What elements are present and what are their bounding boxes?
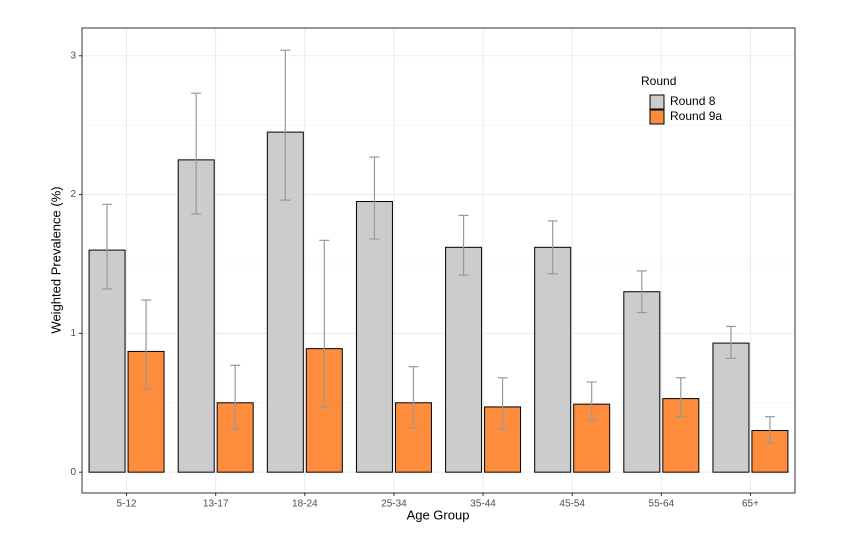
x-tick-label: 45-54 [559,499,585,510]
x-axis-label: Age Group [407,507,470,522]
legend-key [649,94,665,110]
legend-title: Round [641,74,676,88]
bar [355,201,393,473]
legend-key [649,109,665,125]
x-tick-label: 18-24 [292,499,318,510]
y-tick-label: 3 [70,50,76,61]
y-tick-label: 1 [70,328,76,339]
plot-border [81,27,796,494]
bar [623,291,661,473]
x-tick-label: 5-12 [117,499,137,510]
y-tick-label: 0 [70,467,76,478]
x-tick-label: 13-17 [203,499,229,510]
bar [712,342,750,473]
legend-label: Round 8 [670,94,716,108]
y-tick-label: 2 [70,189,76,200]
bar [445,246,483,473]
x-tick-label: 55-64 [649,499,675,510]
x-tick-label: 35-44 [470,499,496,510]
y-axis-label: Weighted Prevalence (%) [48,186,63,333]
x-tick-label: 65+ [742,499,759,510]
legend-label: Round 9a [670,109,722,123]
bar [534,246,572,473]
x-tick-label: 25-34 [381,499,407,510]
